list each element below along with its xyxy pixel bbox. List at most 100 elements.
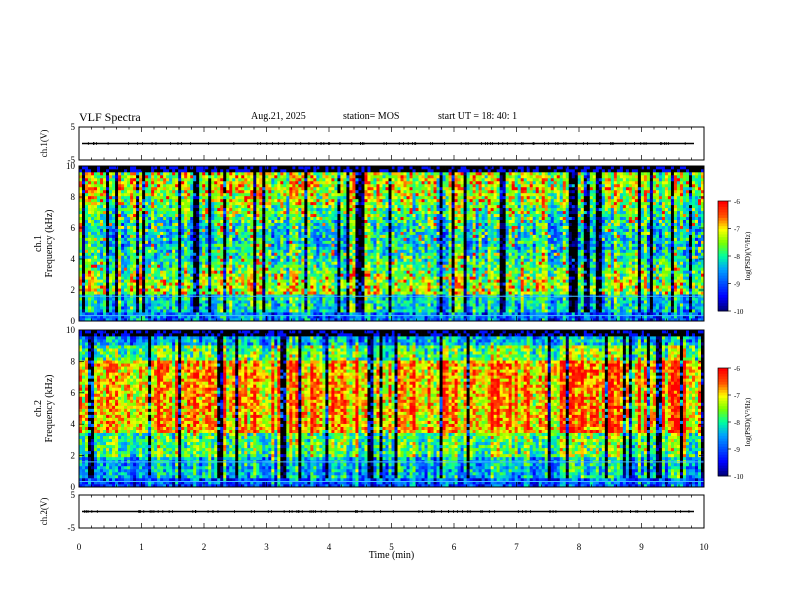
ch1-spectrogram-cell <box>130 267 134 271</box>
ch1-spectrogram-cell <box>274 204 278 209</box>
ch1-spectrogram-cell <box>190 297 194 301</box>
ch1-spectrogram-cell <box>316 192 320 197</box>
ch1-spectrogram-cell <box>130 192 134 197</box>
ch1-spectrogram-cell <box>136 231 140 235</box>
ch1-spectrogram-cell <box>88 198 92 203</box>
ch1-spectrogram-cell <box>106 234 110 238</box>
ch1-spectrogram-cell <box>271 201 275 206</box>
ch1-spectrogram-cell <box>289 189 293 194</box>
ch1-spectrogram-cell <box>316 222 320 226</box>
ch1-spectrogram-cell <box>247 222 251 226</box>
ch1-spectrogram-cell <box>232 222 236 226</box>
ch1-spectrogram-cell <box>103 276 107 280</box>
ch1-spectrogram-cell <box>238 243 242 247</box>
ch1-spectrogram-cell <box>178 180 182 185</box>
ch1-spectrogram-cell <box>88 210 92 215</box>
ch1-spectrogram-cell <box>184 183 188 188</box>
ch1-spectrogram-cell <box>127 216 131 220</box>
ch1-spectrogram-cell <box>145 312 149 316</box>
ch1-spectrogram-cell <box>292 204 296 209</box>
ch1-spectrogram-cell <box>211 249 215 253</box>
ch1-spectrogram-cell <box>115 303 119 307</box>
ch1-spectrogram-cell <box>157 198 161 203</box>
ch1-spectrogram-cell <box>100 216 104 220</box>
ch1-spectrogram-cell <box>115 189 119 194</box>
ch1-spectrogram-cell <box>295 213 299 218</box>
ch1-spectrogram-cell <box>118 183 122 188</box>
ch1-spectrogram-cell <box>79 171 83 176</box>
ch1-spectrogram-cell <box>91 240 95 244</box>
ch1-spectrogram-cell <box>310 270 314 274</box>
ch1-spectrogram-cell <box>103 183 107 188</box>
ch1-spectrogram-cell <box>232 246 236 250</box>
ch1-spectrogram-cell <box>235 192 239 197</box>
ch1-spectrogram-cell <box>283 243 287 247</box>
ch1-spectrogram-cell <box>316 264 320 268</box>
ch1-spectrogram-cell <box>127 198 131 203</box>
ch1-spectrogram-cell <box>121 312 125 316</box>
ch1-spectrogram-cell <box>286 210 290 215</box>
ch1-spectrogram-cell <box>223 282 227 286</box>
ch1-spectrogram-cell <box>133 195 137 200</box>
ch1-spectrogram-cell <box>241 207 245 212</box>
ch1-spectrogram-cell <box>202 312 206 316</box>
ch1-spectrogram-cell <box>136 174 140 179</box>
ch1-spectrogram-cell <box>316 243 320 247</box>
ch1-spectrogram-cell <box>220 291 224 295</box>
ch1-spectrogram-cell <box>295 168 299 173</box>
ch1-spectrogram-cell <box>100 276 104 280</box>
ch1-spectrogram-cell <box>274 240 278 244</box>
ch1-spectrogram-cell <box>283 279 287 283</box>
ch1-spectrogram-cell <box>220 276 224 280</box>
ch1-spectrogram-cell <box>205 228 209 232</box>
ch1-spectrogram-cell <box>169 195 173 200</box>
ch1-spectrogram-cell <box>190 300 194 304</box>
ch1-spectrogram-cell <box>157 234 161 238</box>
ch1-spectrogram-cell <box>157 192 161 197</box>
ch1-spectrogram-cell <box>160 291 164 295</box>
ch1-spectrogram-cell <box>253 213 257 218</box>
ch1-spectrogram-cell <box>217 210 221 215</box>
ch1-spectrogram-cell <box>199 243 203 247</box>
ch1-spectrogram-cell <box>112 201 116 206</box>
ch1-spectrogram-cell <box>190 282 194 286</box>
ch1-spectrogram-cell <box>94 222 98 226</box>
ch1-spectrogram-cell <box>181 225 185 229</box>
ch1-spectrogram-cell <box>280 303 284 307</box>
ch1-spectrogram-cell <box>175 306 179 310</box>
ch1-spectrogram-cell <box>184 297 188 301</box>
ch1-spectrogram-cell <box>127 306 131 310</box>
ch1-spectrogram-cell <box>265 234 269 238</box>
ch1-spectrogram-cell <box>238 216 242 220</box>
ch1-spectrogram-cell <box>217 246 221 250</box>
ch1-spectrogram-cell <box>220 279 224 283</box>
ch1-spectrogram-cell <box>160 255 164 259</box>
ch1-spectrogram-cell <box>340 285 344 289</box>
ch1-spectrogram-cell <box>175 273 179 277</box>
ch1-spectrogram-cell <box>130 186 134 191</box>
ch1-spectrogram-cell <box>250 192 254 197</box>
ch1-spectrogram-cell <box>250 273 254 277</box>
ch1-spectrogram-cell <box>163 318 167 322</box>
ch1-spectrogram-cell <box>79 279 83 283</box>
ch1-spectrogram-cell <box>319 282 323 286</box>
ch1-spectrogram-cell <box>193 166 197 170</box>
ch1-spectrogram-cell <box>247 309 251 313</box>
ch1-spectrogram-cell <box>277 309 281 313</box>
ch1-spectrogram-cell <box>256 264 260 268</box>
ch1-spectrogram-cell <box>283 267 287 271</box>
ch1-spectrogram-cell <box>169 204 173 209</box>
ch1-spectrogram-cell <box>82 174 86 179</box>
ch1-spectrogram-cell <box>85 306 89 310</box>
ch1-spectrogram-cell <box>325 267 329 271</box>
ch1-spectrogram-cell <box>151 216 155 220</box>
ch1-spectrogram-cell <box>109 315 113 319</box>
ch1-spectrogram-cell <box>295 195 299 200</box>
ch1-spectrogram-cell <box>289 297 293 301</box>
ch1-spectrogram-cell <box>181 174 185 179</box>
ch1-spectrogram-cell <box>334 192 338 197</box>
ch1-spectrogram-cell <box>295 186 299 191</box>
ch1-spectrogram-cell <box>274 231 278 235</box>
ch1-spectrogram-cell <box>256 213 260 218</box>
ch1-spectrogram-cell <box>79 243 83 247</box>
